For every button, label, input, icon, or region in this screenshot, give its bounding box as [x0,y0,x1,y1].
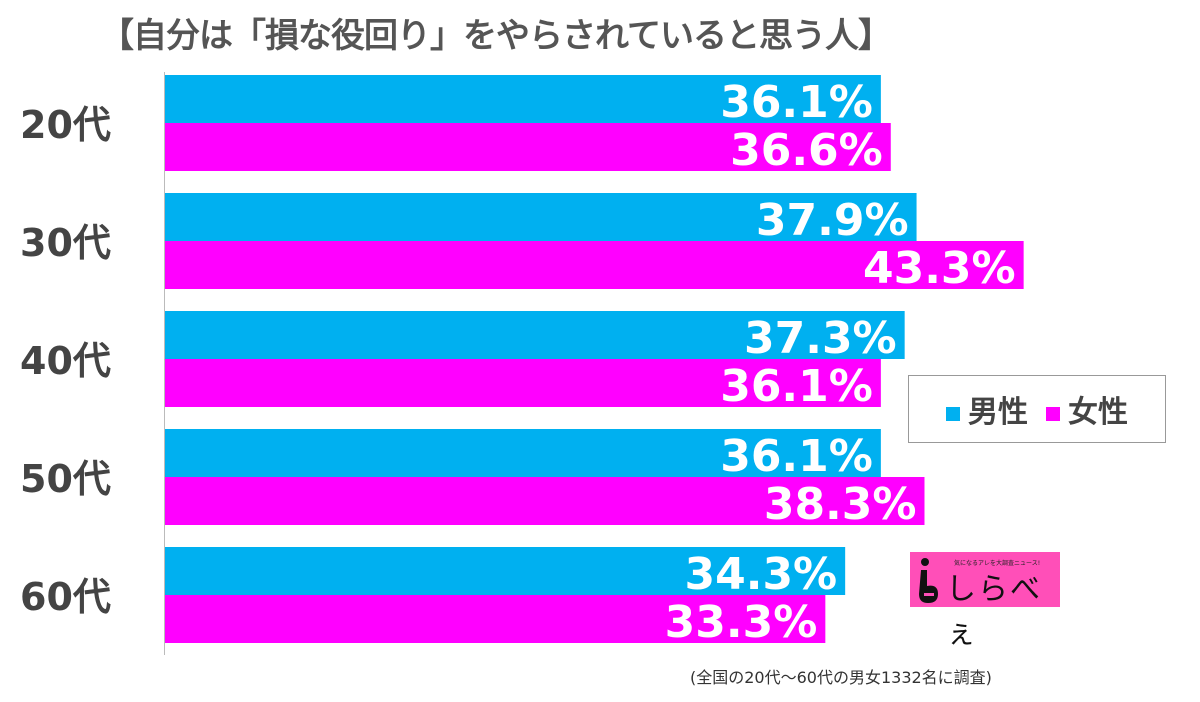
legend-label-female: 女性 [1068,395,1128,430]
legend-label-male: 男性 [968,395,1028,430]
bar [165,123,891,171]
legend-swatch-female [1046,406,1060,421]
legend-item-female: 女性 [1046,387,1128,431]
bar [165,193,917,241]
data-label: 36.6% [730,125,883,176]
legend-swatch-male [946,406,960,421]
data-label: 37.3% [744,313,897,364]
legend: 男性 女性 [908,375,1166,443]
data-label: 36.1% [720,431,873,482]
category-label: 40代 [20,339,111,383]
data-label: 34.3% [685,549,838,600]
logo-text: しらべぇ [946,572,1042,651]
bar [165,595,826,643]
bar [165,75,881,123]
shirabee-logo: 気になるアレを大調査ニュース! しらべぇ [910,552,1060,651]
category-label: 50代 [20,457,111,501]
bar [165,311,905,359]
data-label: 33.3% [665,597,818,648]
bar [165,547,846,595]
survey-note: (全国の20代～60代の男女1332名に調査) [690,668,992,687]
chart-title: 【自分は「損な役回り」をやらされていると思う人】 [100,16,892,56]
category-label: 60代 [20,575,111,619]
logo-mark-icon [919,558,938,603]
legend-item-male: 男性 [946,387,1028,431]
data-label: 38.3% [764,479,917,530]
bar [165,359,881,407]
category-label: 30代 [20,221,111,265]
data-label: 43.3% [863,243,1016,294]
bar [165,241,1024,289]
data-label: 37.9% [756,195,909,246]
bar [165,477,925,525]
bar [165,429,881,477]
category-label: 20代 [20,103,111,147]
data-label: 36.1% [720,361,873,412]
logo-tagline: 気になるアレを大調査ニュース! [954,560,1041,567]
data-label: 36.1% [720,77,873,128]
